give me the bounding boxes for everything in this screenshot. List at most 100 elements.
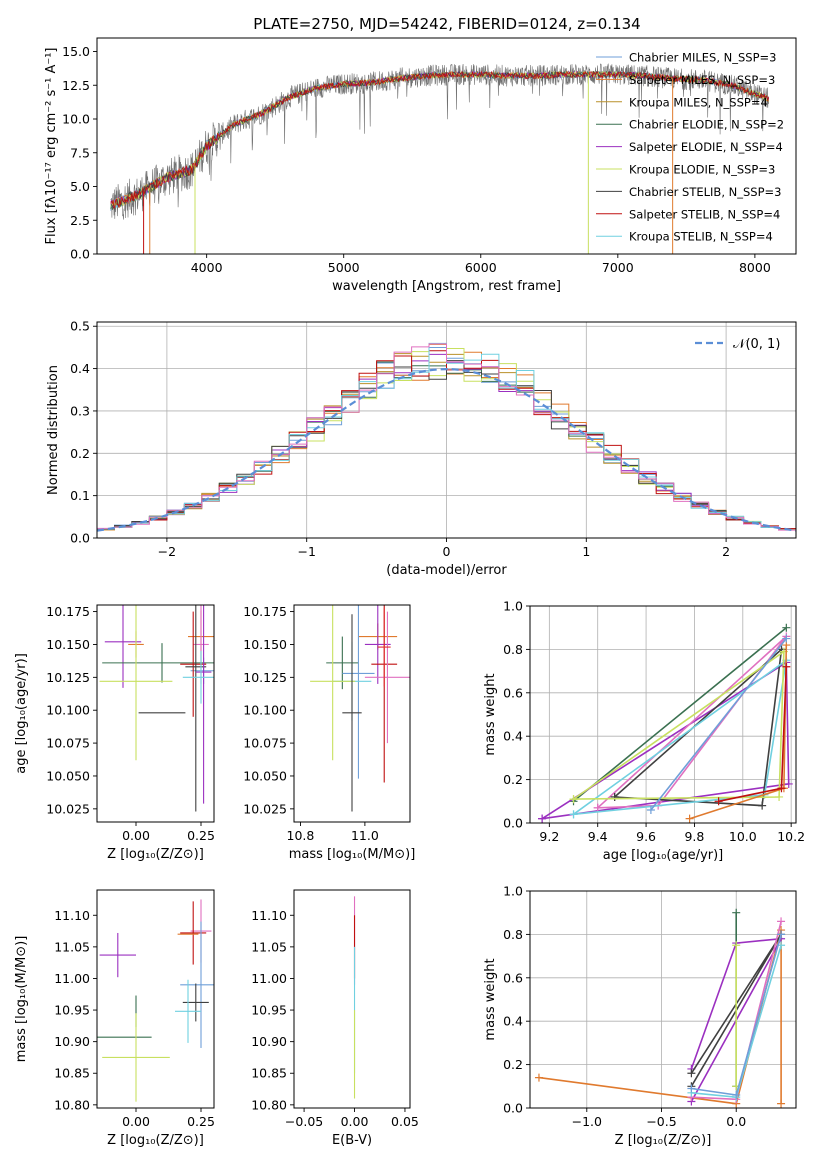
x-tick-label: 1: [582, 544, 590, 559]
error-point: [180, 901, 207, 965]
legend-label: Kroupa MILES, N_SSP=4: [629, 95, 768, 109]
series-marker: [646, 805, 655, 814]
x-tick-label: 0.00: [341, 1114, 369, 1129]
error-point: [326, 636, 359, 690]
y-tick-label: 11.05: [251, 939, 287, 954]
error-point: [102, 643, 214, 683]
y-tick-label: 1.0: [503, 599, 523, 614]
y-tick-label: 0.8: [503, 642, 523, 657]
y-tick-label: 5.0: [70, 179, 90, 194]
y-tick-label: 0.3: [70, 403, 90, 418]
y-tick-label: 11.05: [54, 939, 90, 954]
series-marker: [569, 810, 578, 819]
series-marker: [685, 814, 694, 823]
error-point: [104, 605, 142, 688]
y-tick-label: 10.175: [243, 604, 287, 619]
x-tick-label: −1.0: [572, 1114, 602, 1129]
axes-frame: [96, 604, 215, 823]
series-marker: [687, 1084, 696, 1093]
axes-frame: [529, 605, 797, 824]
x-tick-label: −0.05: [285, 1114, 323, 1129]
x-tick-label: 10.2: [777, 829, 805, 844]
weight-series: [732, 941, 741, 1091]
x-axis-label: Z [log₁₀(Z/Z⊙)]: [107, 1133, 204, 1148]
y-tick-label: 10.85: [251, 1066, 287, 1081]
legend-label: Chabrier STELIB, N_SSP=3: [629, 185, 781, 199]
y-tick-label: 1.0: [503, 884, 523, 899]
y-tick-label: 12.5: [62, 78, 90, 93]
axes-frame: [96, 37, 797, 255]
y-tick-label: 0.4: [503, 729, 523, 744]
series-line: [597, 635, 787, 809]
y-tick-label: 10.025: [243, 801, 287, 816]
y-axis-label: Flux [fλ10⁻¹⁷ erg cm⁻² s⁻¹ A⁻¹]: [44, 48, 59, 245]
y-tick-label: 10.025: [46, 801, 90, 816]
series-marker: [534, 1073, 543, 1082]
legend-label: Kroupa STELIB, N_SSP=4: [629, 230, 773, 244]
y-axis-label: Normed distribution: [46, 365, 61, 495]
series-marker: [775, 792, 784, 801]
plot-area-weight-vs-age: [530, 606, 796, 823]
plot-area-age-vs-mass: [310, 605, 410, 812]
weight-series: [593, 632, 791, 812]
x-tick-label: 4000: [191, 260, 223, 275]
y-tick-label: 0.2: [70, 446, 90, 461]
weight-series: [687, 930, 786, 1099]
y-tick-label: 11.00: [54, 971, 90, 986]
y-tick-label: 10.075: [243, 736, 287, 751]
series-marker: [777, 917, 786, 926]
y-tick-label: 10.050: [243, 768, 287, 783]
axes-frame: [293, 604, 411, 823]
y-tick-label: 0.0: [503, 1101, 523, 1116]
series-marker: [732, 941, 741, 950]
y-tick-label: 15.0: [62, 44, 90, 59]
x-tick-label: 9.2: [539, 829, 559, 844]
x-axis-label: age [log₁₀(age/yr)]: [603, 848, 724, 863]
y-tick-label: 0.0: [70, 531, 90, 546]
spectrum-line: [110, 70, 769, 210]
legend-label: 𝒩(0, 1): [733, 337, 780, 352]
x-axis-label: (data-model)/error: [386, 563, 507, 578]
y-tick-label: 11.10: [54, 908, 90, 923]
y-tick-label: 0.2: [503, 1057, 523, 1072]
x-tick-label: −0.5: [646, 1114, 676, 1129]
x-tick-label: 9.6: [636, 829, 656, 844]
error-point: [99, 932, 136, 978]
series-marker: [784, 779, 793, 788]
chart-mass-vs-EBV: −0.05 0.00 0.05 10.80 10.85 10.90 10.95 11.00 11…: [251, 889, 419, 1148]
y-tick-label: 10.100: [243, 703, 287, 718]
chart-weight-vs-Z: −1.0 −0.5 0.0 0.0 0.2 0.4 0.6 0.8 1.0 Z [log₁₀(Z/…: [483, 884, 797, 1148]
series-marker: [569, 795, 578, 804]
series-marker: [777, 930, 786, 939]
chart-residuals: −2 −1 0 1 2 0.0 0.1 0.2 0.3 0.4 0.5 (data-model)/er…: [46, 319, 797, 578]
x-tick-label: −1: [297, 544, 315, 559]
gaussian-curve: [97, 367, 796, 532]
error-point: [175, 979, 201, 1043]
spectrum-line: [110, 63, 769, 220]
series-line: [573, 650, 785, 800]
series-marker: [782, 662, 791, 671]
series-line: [614, 647, 783, 807]
x-tick-label: 9.4: [588, 829, 608, 844]
axes-frame: [529, 890, 797, 1109]
y-tick-label: 10.80: [251, 1097, 287, 1112]
legend-label: Kroupa ELODIE, N_SSP=3: [629, 163, 775, 177]
x-axis-label: E(B-V): [332, 1133, 372, 1148]
x-axis-label: wavelength [Angstrom, rest frame]: [332, 279, 561, 294]
x-tick-label: 8000: [739, 260, 771, 275]
y-tick-label: 10.90: [54, 1034, 90, 1049]
x-tick-label: 5000: [328, 260, 360, 275]
series-marker: [782, 623, 791, 632]
series-line: [538, 929, 782, 1105]
y-tick-label: 0.6: [503, 970, 523, 985]
error-point: [195, 605, 212, 804]
y-axis-label: mass weight: [483, 673, 498, 755]
series-marker: [732, 908, 741, 917]
legend-label: Chabrier ELODIE, N_SSP=2: [629, 118, 784, 132]
legend: 𝒩(0, 1): [695, 337, 780, 352]
y-tick-label: 7.5: [70, 145, 90, 160]
x-axis-label: Z [log₁₀(Z/Z⊙)]: [615, 1133, 712, 1148]
x-axis-label: Z [log₁₀(Z/Z⊙)]: [107, 847, 204, 862]
chart-spectrum: 4000 5000 6000 7000 8000 0.0 2.5 5.0 7.5 10.0 12.5…: [44, 37, 797, 294]
